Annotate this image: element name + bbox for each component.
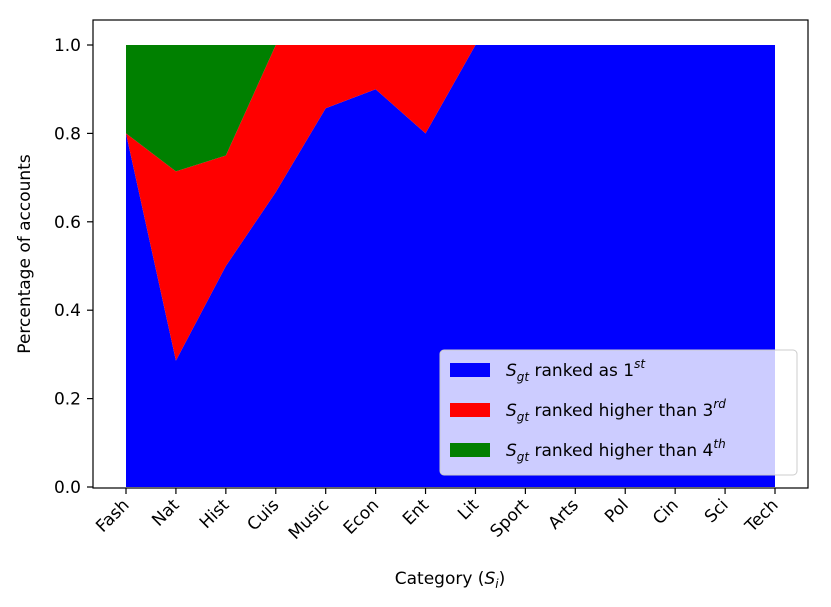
plot-frame [92,19,809,489]
y-axis: 0.0 0.2 0.4 0.6 0.8 1.0 [54,36,93,498]
legend-label: Sgt ranked higher than 4th [506,437,726,464]
x-tick-label: Arts [545,495,583,533]
y-tick-label: 0.0 [54,478,81,498]
y-axis-label: Percentage of accounts [15,154,35,354]
x-tick-label: Lit [454,495,483,524]
x-tick-label: Tech [741,495,783,537]
x-tick-label: Fash [92,495,133,536]
x-tick-label: Ent [399,495,433,529]
x-tick-label: Sport [487,495,534,542]
y-tick-label: 0.6 [54,213,81,233]
y-tick-label: 0.2 [54,390,81,410]
x-tick-label: Cuis [244,495,284,535]
x-tick-label: Sci [701,495,733,527]
legend-swatch [450,443,490,457]
legend-label: Sgt ranked as 1st [506,357,646,384]
legend-frame [439,349,798,476]
x-tick-label: Music [285,495,333,543]
legend-label: Sgt ranked higher than 3rd [506,397,726,424]
x-axis: Fash Nat Hist Cuis Music Econ Ent Lit Sport Arts P… [92,488,783,544]
y-tick-label: 1.0 [54,36,81,56]
x-tick-label: Econ [340,495,383,538]
legend-swatch [450,403,490,417]
x-tick-label: Cin [649,495,682,528]
x-tick-label: Hist [196,495,234,533]
legend: Sgt ranked as 1st Sgt ranked higher than … [439,349,798,476]
area-series-3 [126,45,775,172]
y-tick-label: 0.4 [54,301,81,321]
y-tick-label: 0.8 [54,124,81,144]
x-axis-label: Category (Si) [395,569,505,591]
area-series-2 [126,45,775,361]
x-tick-label: Pol [601,495,633,527]
x-tick-label: Nat [148,495,183,530]
legend-swatch [450,363,490,377]
